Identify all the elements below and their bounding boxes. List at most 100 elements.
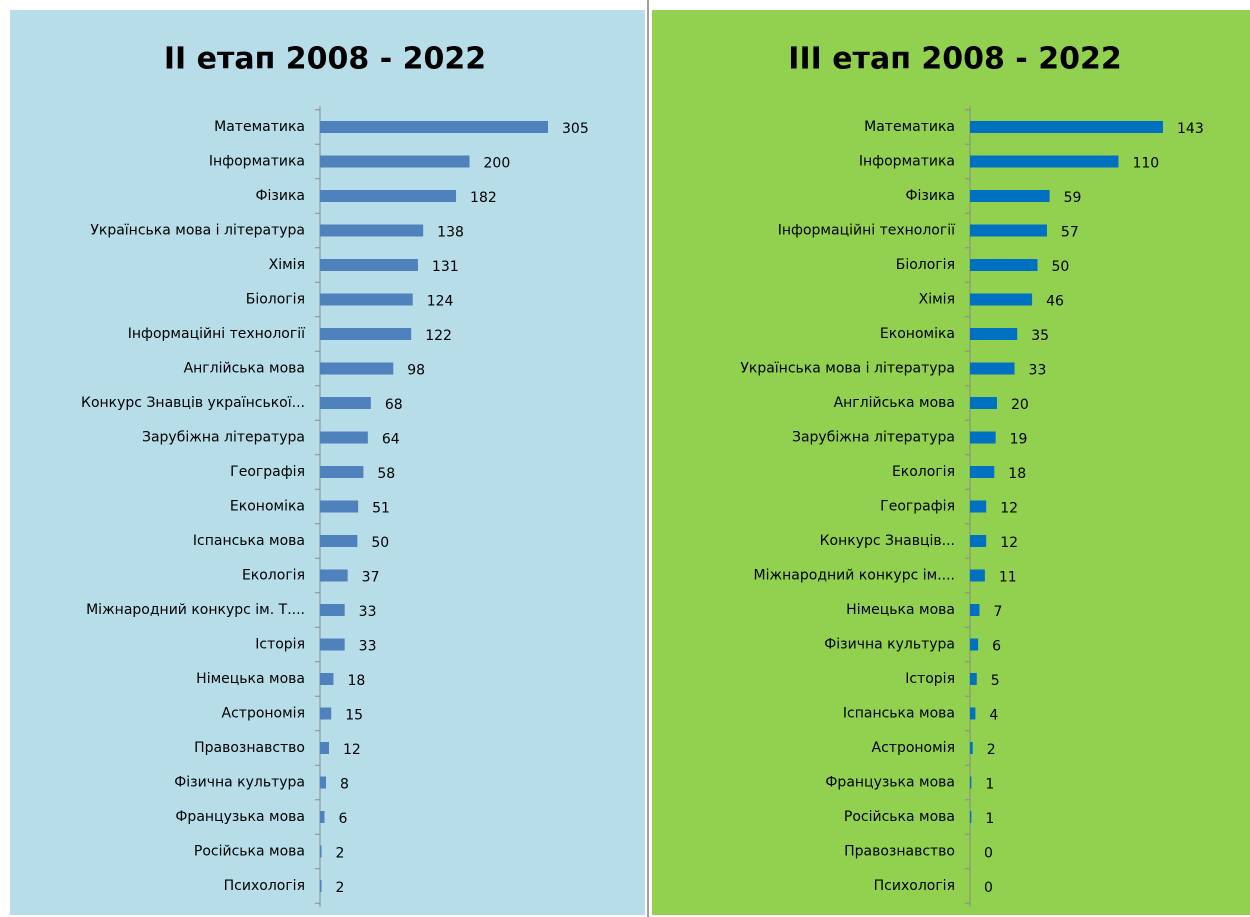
category-label: Французька мова	[825, 775, 955, 791]
bar	[320, 362, 394, 375]
value-label: 0	[984, 846, 993, 862]
bar	[320, 259, 418, 271]
value-label: 0	[984, 880, 993, 896]
value-label: 143	[1177, 121, 1204, 137]
value-label: 15	[345, 708, 363, 724]
bar	[970, 673, 977, 685]
value-label: 58	[377, 466, 395, 482]
value-label: 131	[432, 259, 459, 275]
value-label: 20	[1011, 397, 1029, 413]
category-label: Фізична культура	[174, 775, 305, 791]
value-label: 200	[484, 156, 511, 172]
value-label: 1	[985, 811, 994, 827]
value-label: 5	[991, 673, 1000, 689]
bar	[970, 604, 980, 616]
bar	[320, 673, 334, 685]
category-label: Астрономія	[222, 706, 305, 722]
bar	[970, 707, 976, 720]
bar	[320, 466, 364, 478]
category-label: Українська мова і література	[90, 223, 305, 239]
value-label: 124	[427, 294, 454, 310]
value-label: 33	[1029, 363, 1047, 379]
category-label: Російська мова	[844, 809, 955, 825]
panel-right	[652, 10, 1250, 915]
bar	[970, 776, 972, 789]
bar	[320, 224, 424, 237]
value-label: 37	[362, 570, 380, 586]
category-label: Французька мова	[175, 809, 305, 825]
bar	[320, 328, 412, 340]
category-label: Німецька мова	[196, 671, 305, 687]
category-label: Англійська мова	[184, 361, 305, 377]
value-label: 138	[437, 225, 464, 241]
category-label: Математика	[864, 119, 955, 135]
value-label: 68	[385, 397, 403, 413]
value-label: 12	[343, 742, 361, 758]
bar	[970, 224, 1047, 237]
bar	[970, 742, 973, 754]
category-label: Правознавство	[194, 740, 305, 756]
bar	[320, 121, 548, 133]
value-label: 35	[1031, 328, 1049, 344]
category-label: Математика	[214, 119, 305, 135]
bar	[970, 535, 987, 547]
bar	[320, 742, 329, 754]
category-label: Фізика	[255, 188, 305, 204]
category-label: Історія	[905, 671, 955, 687]
bar	[970, 811, 972, 823]
bar	[970, 190, 1050, 202]
category-label: Російська мова	[194, 844, 305, 860]
category-label: Економіка	[880, 326, 955, 342]
value-label: 2	[987, 742, 996, 758]
category-label: Біологія	[246, 292, 305, 308]
category-label: Правознавство	[844, 844, 955, 860]
bar	[970, 293, 1033, 306]
category-label: Історія	[255, 637, 305, 653]
category-label: Українська мова і література	[740, 361, 955, 377]
bar	[320, 500, 359, 513]
bar	[970, 155, 1119, 168]
bar	[320, 155, 470, 168]
value-label: 33	[359, 639, 377, 655]
bar	[970, 466, 995, 478]
category-label: Інформаційні технології	[128, 326, 305, 342]
value-label: 110	[1132, 156, 1159, 172]
value-label: 19	[1010, 432, 1028, 448]
category-label: Інформатика	[859, 154, 955, 170]
value-label: 6	[992, 639, 1001, 655]
value-label: 8	[340, 777, 349, 793]
value-label: 46	[1046, 294, 1064, 310]
category-label: Інформатика	[209, 154, 305, 170]
value-label: 2	[335, 880, 344, 896]
category-label: Психологія	[874, 878, 955, 894]
category-label: Економіка	[230, 499, 305, 515]
value-label: 33	[359, 604, 377, 620]
category-label: Конкурс Знавців української...	[81, 395, 305, 411]
category-label: Біологія	[896, 257, 955, 273]
bar	[320, 845, 322, 858]
value-label: 18	[1008, 466, 1026, 482]
bar	[970, 638, 979, 651]
panel-left	[10, 10, 645, 915]
bar	[320, 190, 457, 202]
category-label: Іспанська мова	[193, 533, 305, 549]
category-label: Іспанська мова	[843, 706, 955, 722]
category-label: Психологія	[224, 878, 305, 894]
category-label: Астрономія	[872, 740, 955, 756]
chart-title: ІІ етап 2008 - 2022	[164, 42, 486, 77]
bar	[320, 811, 325, 823]
bar	[970, 397, 997, 409]
value-label: 57	[1061, 225, 1079, 241]
bar	[970, 328, 1018, 340]
bar	[970, 121, 1163, 133]
bar	[320, 431, 368, 444]
value-label: 1	[985, 777, 994, 793]
category-label: Зарубіжна література	[792, 430, 955, 446]
bar	[320, 293, 413, 306]
value-label: 64	[382, 432, 400, 448]
bar	[320, 604, 345, 616]
bar	[320, 638, 345, 651]
value-label: 4	[989, 708, 998, 724]
category-label: Фізика	[905, 188, 955, 204]
